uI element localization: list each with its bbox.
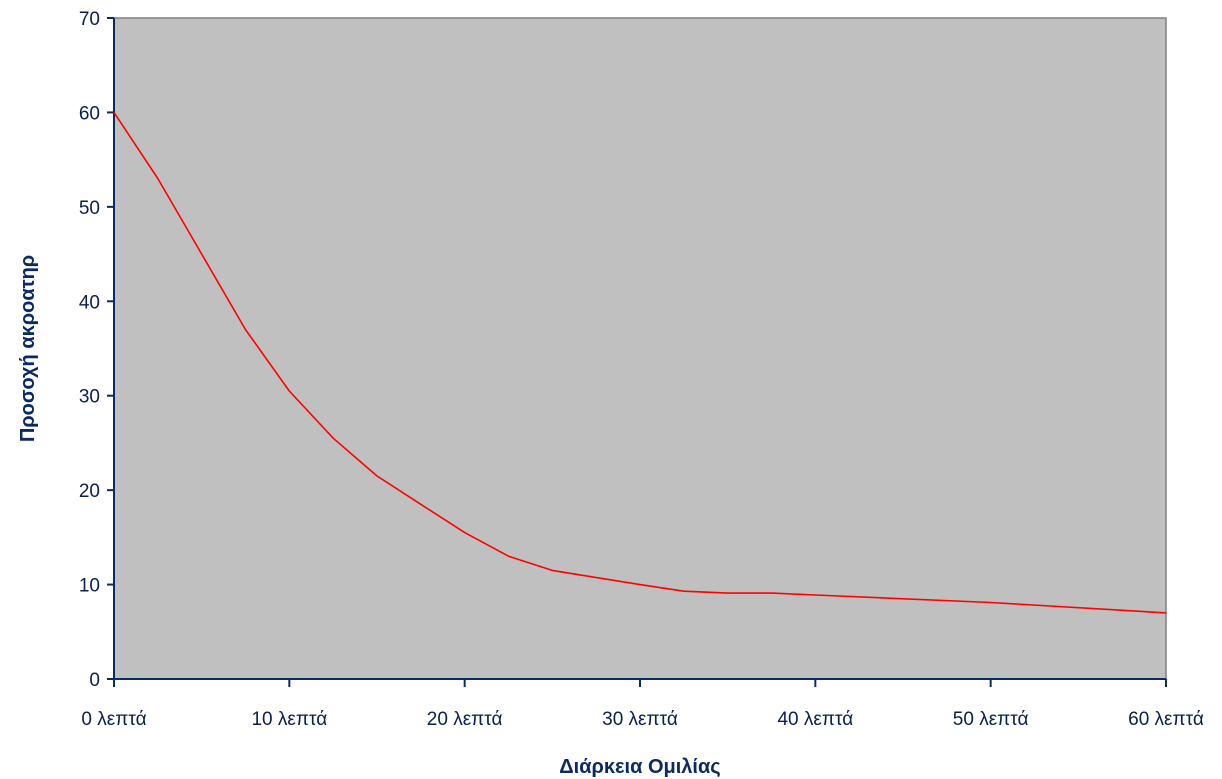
x-tick-label: 40 λεπτά — [777, 709, 853, 730]
x-tick-label: 10 λεπτά — [251, 709, 327, 730]
y-axis-title: Προσοχή ακροατηρ — [17, 255, 39, 442]
y-tick-label: 70 — [79, 9, 100, 30]
x-tick-label: 0 λεπτά — [81, 709, 146, 730]
y-tick-label: 0 — [89, 670, 100, 691]
x-axis-ticks: 0 λεπτά 10 λεπτά 20 λεπτά 30 λεπτά 40 λεπτά 5… — [81, 679, 1204, 730]
y-tick-label: 10 — [79, 576, 100, 597]
y-tick-label: 30 — [79, 387, 100, 408]
y-tick-label: 50 — [79, 198, 100, 219]
y-tick-label: 40 — [79, 292, 100, 313]
plot-area — [113, 17, 1167, 680]
y-tick-label: 20 — [79, 481, 100, 502]
series-line — [113, 111, 1167, 614]
x-tick-label: 20 λεπτά — [427, 709, 503, 730]
x-tick-label: 60 λεπτά — [1128, 709, 1204, 730]
x-tick-label: 30 λεπτά — [602, 709, 678, 730]
y-tick-label: 60 — [79, 103, 100, 124]
x-tick-label: 50 λεπτά — [953, 709, 1029, 730]
y-axis-ticks: 0 10 20 30 40 50 60 70 — [79, 9, 114, 691]
x-axis-title: Διάρκεια Ομιλίας — [559, 756, 720, 778]
